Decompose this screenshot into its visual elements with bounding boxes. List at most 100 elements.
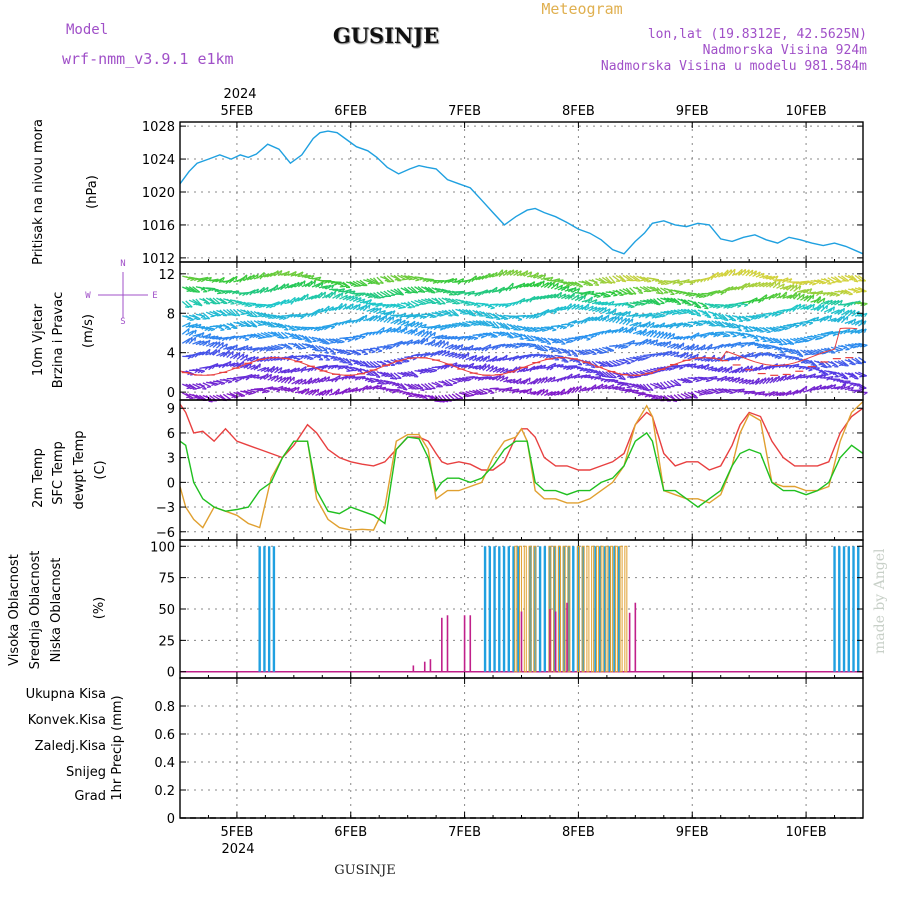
wind-vector: [550, 338, 560, 343]
wind-vector: [854, 328, 864, 334]
wind-vector-head: [306, 293, 309, 299]
wind-vector-head: [487, 355, 491, 360]
wind-vector: [475, 334, 485, 338]
wind-vector-head: [852, 384, 858, 387]
wind-vector: [257, 311, 266, 317]
wind-vector: [707, 320, 716, 327]
wind-vector: [660, 297, 670, 302]
wind-vector: [803, 336, 813, 340]
wind-vector: [328, 355, 338, 361]
wind-vector: [543, 376, 552, 384]
wind-vector-head: [723, 354, 726, 359]
wind-vector-head: [323, 291, 327, 297]
wind-vector: [618, 317, 627, 325]
wind-vector: [738, 268, 747, 276]
wind-vector: [209, 348, 218, 356]
wind-vector: [540, 281, 549, 288]
wind-vector: [554, 279, 564, 283]
wind-vector: [694, 301, 702, 309]
wind-vector-head: [432, 369, 438, 373]
precip-unit: 1hr Precip (mm): [110, 695, 125, 800]
wind-vector-head: [792, 308, 797, 312]
wind-vector: [574, 304, 584, 310]
wind-vector: [625, 326, 634, 334]
wind-vector-head: [754, 270, 758, 275]
wind-vector-head: [672, 333, 676, 338]
wind-vector: [513, 342, 523, 347]
cloud-high-bar: [608, 546, 611, 672]
wind-vector-head: [666, 386, 671, 389]
wind-vector: [666, 380, 675, 388]
wind-vector: [359, 279, 368, 287]
wind-vector-head: [408, 387, 413, 390]
wind-vector-head: [440, 400, 445, 403]
wind-vector-head: [443, 326, 448, 330]
wind-vector-head: [333, 340, 338, 344]
wind-vector-head: [265, 390, 270, 394]
wind-vector-head: [476, 323, 482, 326]
wind-vector: [690, 300, 699, 307]
wind-vector: [253, 311, 263, 317]
wind-vector: [287, 376, 295, 384]
wind-vector-head: [784, 374, 787, 379]
wind-vector-head: [450, 325, 455, 329]
wind-vector-head: [334, 291, 337, 296]
wind-vector: [684, 363, 694, 367]
wind-vector: [445, 335, 455, 340]
cloud-high-bar: [581, 546, 584, 672]
wind-vector: [291, 367, 300, 373]
wind-vector: [390, 314, 400, 317]
wind-vector-head: [821, 282, 827, 285]
wind-vector-head: [242, 353, 245, 358]
wind-vector: [741, 324, 750, 333]
wind-vector: [421, 298, 430, 304]
wind-vector: [256, 271, 265, 279]
wind-vector: [212, 297, 221, 305]
wind-vector: [537, 336, 546, 343]
wind-vector-head: [540, 349, 545, 352]
wind-vector-head: [648, 301, 653, 305]
wind-vector-head: [822, 304, 825, 309]
wind-vector-head: [724, 319, 729, 322]
wind-vector: [202, 297, 211, 305]
wind-vector-head: [348, 363, 353, 366]
wind-vector-head: [245, 354, 249, 359]
wind-vector-head: [255, 389, 260, 393]
wind-vector: [598, 277, 607, 284]
wind-vector-head: [439, 327, 445, 331]
wind-vector-head: [808, 338, 813, 342]
wind-vector: [752, 342, 762, 348]
wind-vector: [581, 374, 591, 378]
wind-vector: [222, 323, 232, 330]
wind-vector: [280, 283, 289, 290]
wind-vector: [602, 360, 611, 367]
cloud-high-bar: [618, 546, 621, 672]
wind-vector: [629, 302, 639, 305]
wind-vector-head: [744, 304, 749, 308]
wind-vector: [530, 314, 540, 317]
wind-vector: [427, 286, 436, 294]
wind-vector: [673, 336, 683, 340]
wind-vector-head: [238, 394, 243, 397]
wind-vector-head: [319, 341, 324, 343]
wind-vector: [574, 366, 584, 371]
wind-vector-head: [376, 376, 381, 378]
wind-vector-head: [375, 304, 380, 308]
wind-vector-head: [271, 316, 277, 320]
wind-vector: [417, 286, 426, 293]
wind-vector: [735, 353, 744, 360]
wind-vector: [444, 351, 454, 357]
wind-vector: [533, 389, 542, 396]
wind-vector-head: [278, 326, 283, 328]
wind-vector: [840, 315, 849, 324]
wind-vector-head: [729, 392, 734, 395]
wind-vector: [294, 333, 303, 341]
wind-vector: [359, 385, 368, 391]
wind-vector: [437, 395, 445, 403]
wind-vector: [188, 286, 197, 293]
wind-vector-head: [340, 341, 345, 344]
wind-vector: [615, 289, 624, 296]
wind-vector-head: [208, 333, 212, 338]
wind-vector-head: [187, 356, 192, 360]
wind-vector: [793, 303, 802, 311]
